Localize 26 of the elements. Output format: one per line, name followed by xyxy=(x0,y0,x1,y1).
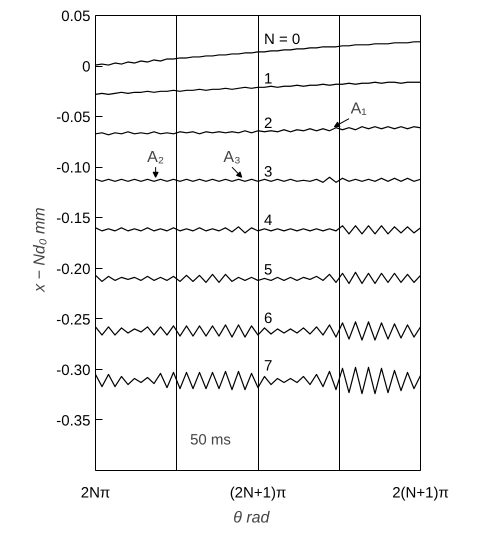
series-label: 6 xyxy=(264,310,272,327)
legend-label: 3 xyxy=(264,163,272,180)
series-label: 2 xyxy=(264,114,272,132)
x-tick-label: 2(N+1)π xyxy=(392,484,449,502)
y-tick-label: -0.30 xyxy=(56,362,91,379)
series-label: 4 xyxy=(264,212,272,229)
series-label: 1 xyxy=(264,70,272,88)
annotation: 50 ms xyxy=(190,432,231,448)
x-axis-title: θ rad xyxy=(233,510,271,526)
y-tick-label: -0.25 xyxy=(56,311,91,328)
annotation: A₂ xyxy=(147,149,164,166)
y-tick-label: -0.15 xyxy=(56,210,91,228)
series-label: N = 0 xyxy=(264,30,300,48)
y-tick-label: 0.05 xyxy=(61,8,91,25)
y-tick-label: -0.35 xyxy=(56,412,91,430)
y-tick-label: -0.10 xyxy=(56,160,91,177)
x-tick-label: (2N+1)π xyxy=(230,484,286,502)
y-tick-label: 0 xyxy=(82,58,90,76)
series-label: 5 xyxy=(264,261,272,278)
y-axis-title: x − Nd₀ mm xyxy=(31,207,48,293)
y-tick-label: -0.20 xyxy=(56,260,91,278)
annotation: A₃ xyxy=(223,149,241,166)
annotation: A₁ xyxy=(350,100,367,118)
series-label: 7 xyxy=(264,357,272,374)
x-tick-label: 2Nπ xyxy=(80,484,110,502)
y-tick-label: -0.05 xyxy=(56,109,91,126)
